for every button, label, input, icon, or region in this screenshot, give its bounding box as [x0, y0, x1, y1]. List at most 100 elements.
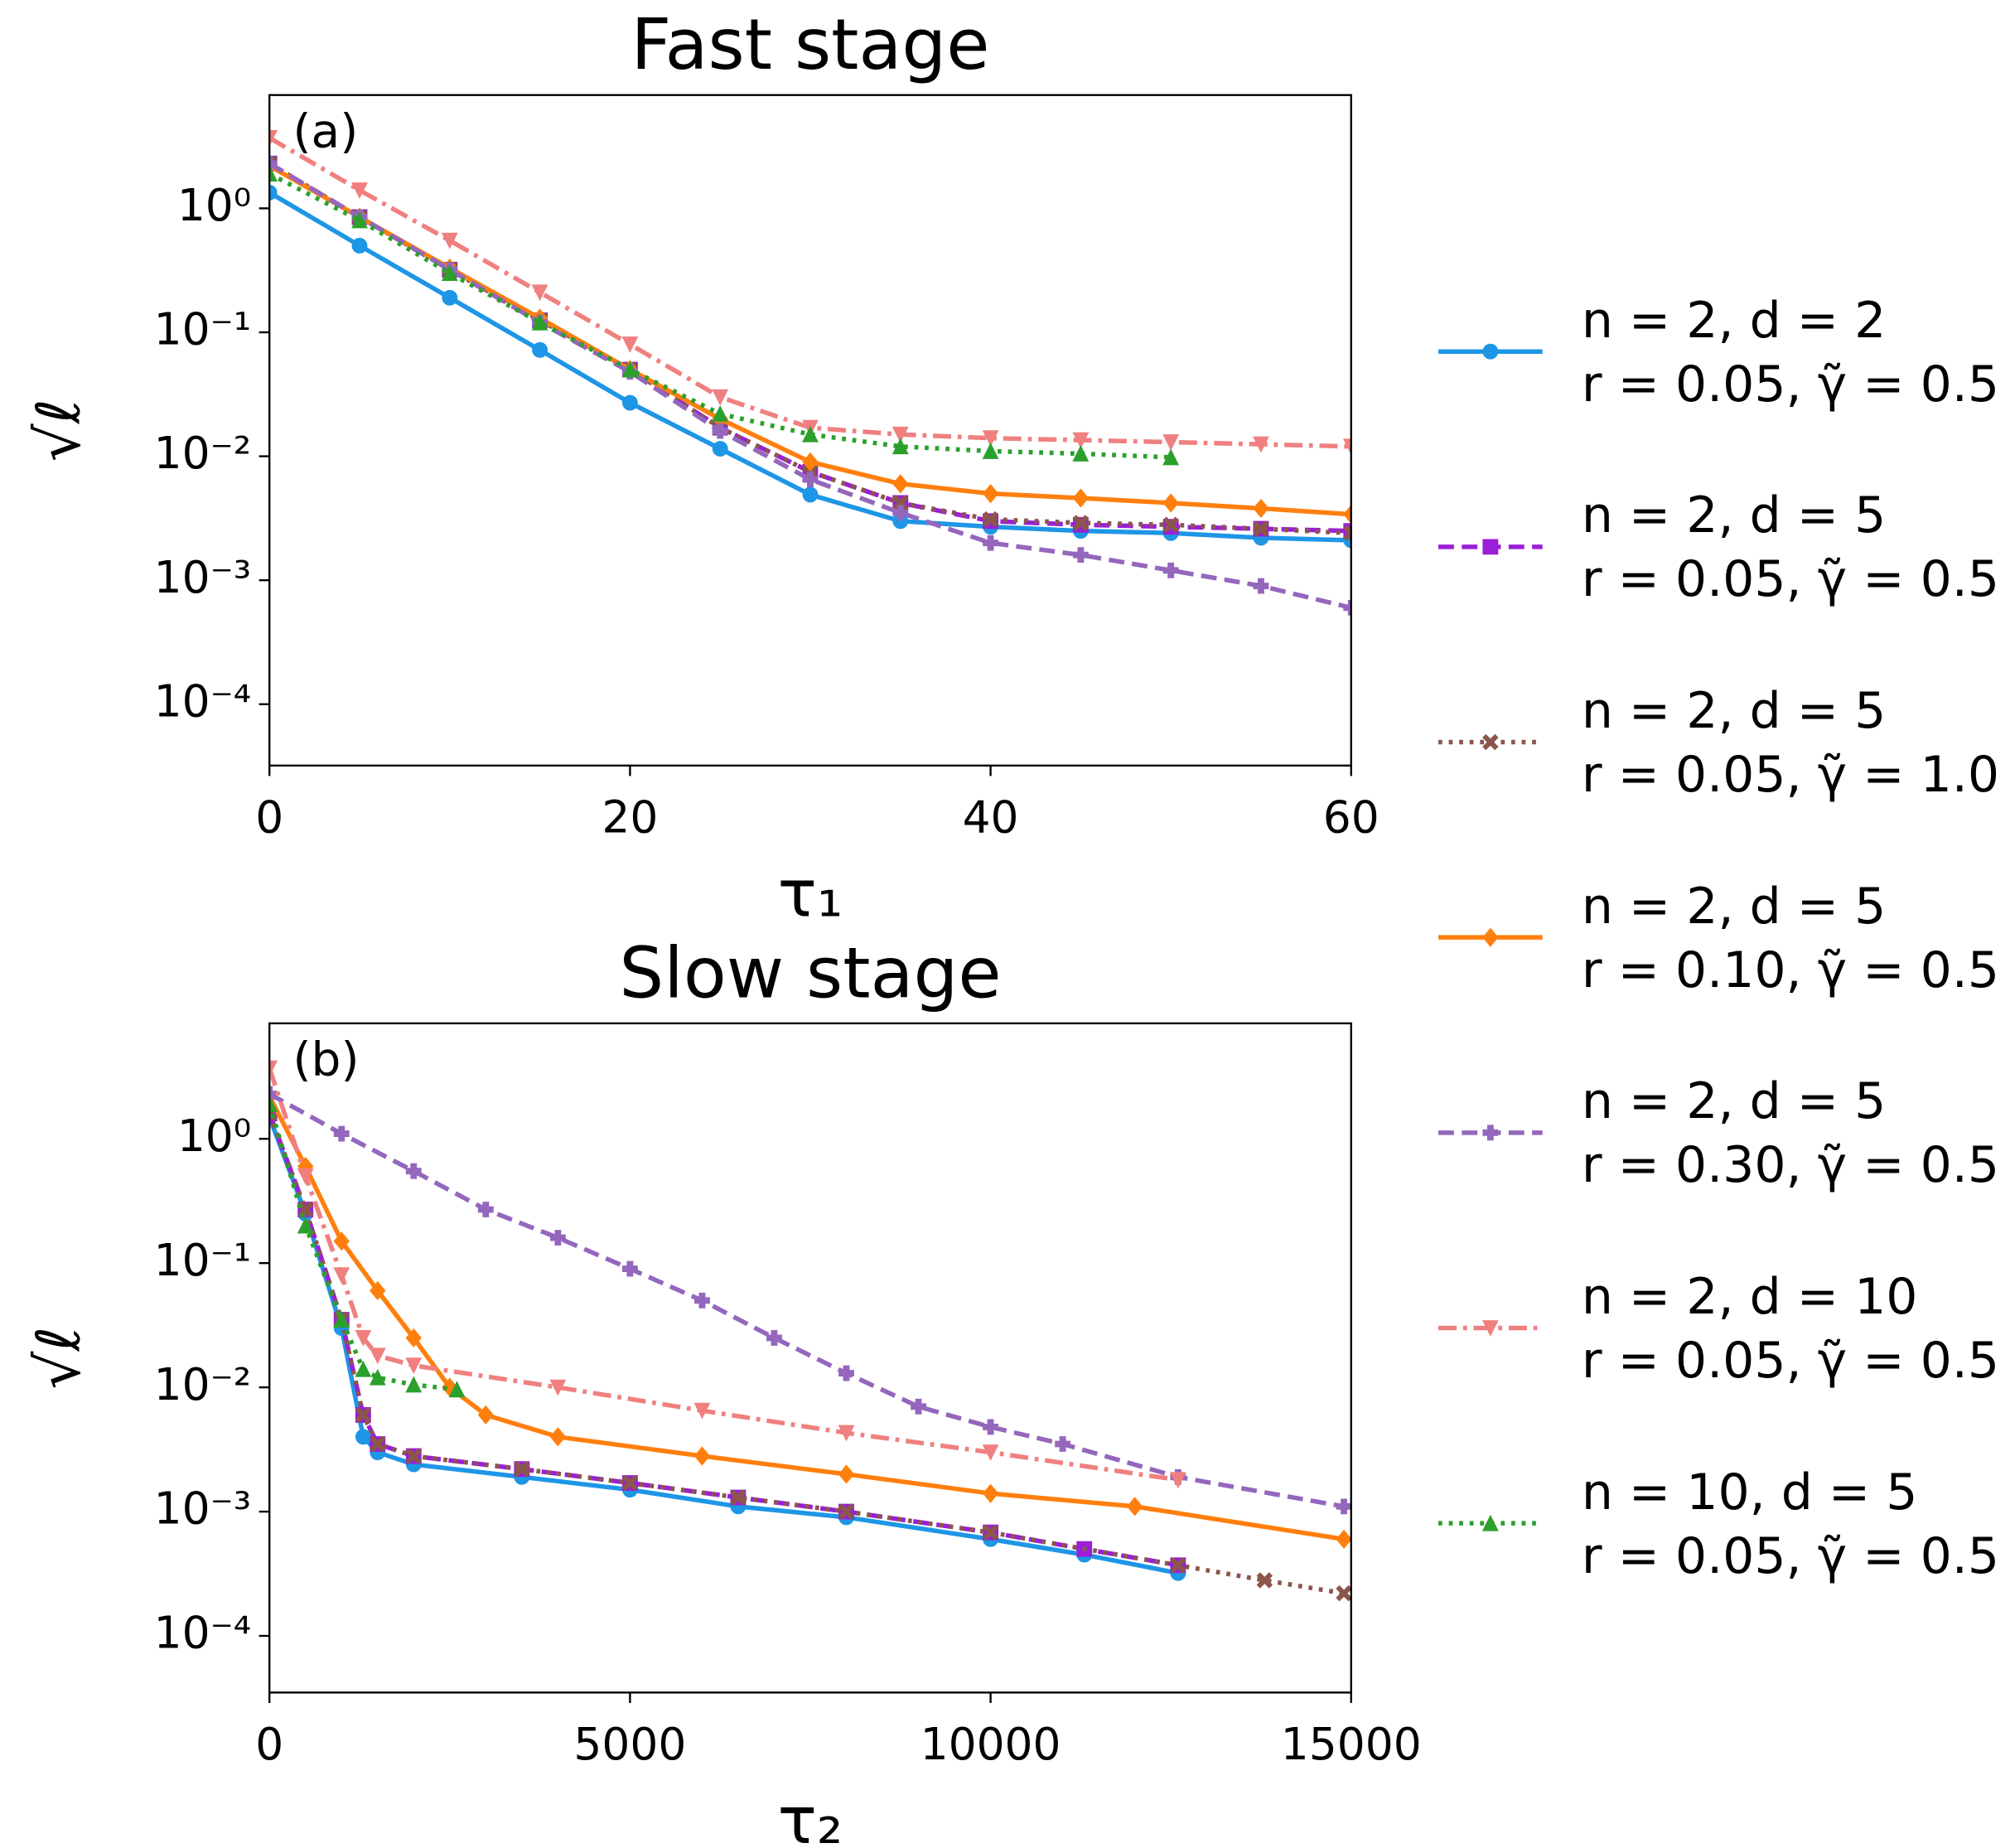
- marker: [1482, 927, 1499, 947]
- marker: [802, 425, 819, 443]
- marker: [694, 1292, 710, 1309]
- marker: [549, 1427, 567, 1447]
- marker: [892, 426, 909, 443]
- marker: [1055, 1436, 1071, 1452]
- marker: [1343, 599, 1351, 616]
- marker: [712, 389, 729, 406]
- marker: [442, 289, 458, 306]
- marker: [369, 1368, 386, 1386]
- marker: [351, 182, 368, 199]
- chart-title: Slow stage: [619, 932, 1001, 1014]
- marker: [982, 1483, 999, 1503]
- marker: [355, 1360, 372, 1377]
- marker: [1336, 1584, 1351, 1602]
- y-tick-label: 10⁰: [177, 1110, 251, 1162]
- marker: [621, 394, 638, 411]
- marker: [892, 505, 909, 521]
- marker: [712, 441, 728, 457]
- marker: [477, 1405, 494, 1425]
- marker: [369, 1347, 386, 1365]
- marker: [355, 1406, 372, 1424]
- y-tick-label: 10⁻³: [154, 1483, 252, 1535]
- marker: [269, 1096, 278, 1112]
- x-tick-label: 20: [602, 791, 658, 843]
- marker: [351, 211, 368, 229]
- marker: [370, 1435, 386, 1453]
- y-tick-label: 10⁰: [177, 179, 251, 231]
- marker: [333, 1267, 350, 1284]
- y-tick-label: 10⁻⁴: [154, 1607, 252, 1659]
- marker: [892, 474, 909, 494]
- marker: [983, 535, 999, 551]
- marker: [892, 495, 909, 511]
- marker: [838, 1425, 855, 1442]
- marker: [802, 486, 819, 503]
- marker: [982, 1444, 999, 1461]
- marker: [269, 129, 278, 147]
- marker: [1481, 1514, 1499, 1531]
- series-line: [269, 1067, 1179, 1483]
- marker: [441, 232, 458, 249]
- series-line: [269, 1112, 1345, 1596]
- marker: [1343, 505, 1351, 525]
- marker: [1072, 547, 1089, 564]
- marker: [405, 1376, 423, 1393]
- marker: [477, 1202, 494, 1217]
- marker: [531, 313, 548, 331]
- series-line: [269, 1115, 1179, 1575]
- marker: [333, 1231, 350, 1251]
- marker: [514, 1460, 530, 1478]
- marker: [1072, 432, 1090, 449]
- marker: [532, 341, 548, 358]
- legend-label: n = 10, d = 5 r = 0.05, γ̃ = 0.5: [1581, 1463, 1999, 1585]
- marker: [982, 430, 999, 447]
- legend-label: n = 2, d = 5 r = 0.10, γ̃ = 0.5: [1581, 877, 1999, 999]
- y-tick-label: 10⁻³: [154, 551, 252, 603]
- marker: [621, 336, 639, 353]
- series-line: [269, 1091, 1345, 1509]
- marker: [712, 404, 729, 422]
- marker: [1482, 1125, 1499, 1141]
- marker: [1482, 539, 1499, 555]
- marker: [766, 1330, 782, 1346]
- legend-label: n = 2, d = 5 r = 0.30, γ̃ = 0.5: [1581, 1072, 1999, 1195]
- marker: [838, 1464, 855, 1484]
- legend-label: n = 2, d = 10 r = 0.05, γ̃ = 0.5: [1581, 1268, 1999, 1391]
- marker: [441, 264, 458, 282]
- marker: [693, 1446, 711, 1466]
- marker: [333, 1311, 350, 1328]
- marker: [1162, 434, 1180, 451]
- marker: [802, 472, 819, 488]
- marker: [982, 510, 999, 528]
- marker: [405, 1448, 423, 1464]
- plot-area: [269, 1060, 1351, 1602]
- marker: [982, 1524, 999, 1541]
- marker: [405, 1357, 423, 1375]
- y-tick-label: 10⁻²: [154, 1358, 252, 1410]
- marker: [1162, 562, 1179, 578]
- x-tick-label: 0: [255, 791, 283, 843]
- marker: [269, 1060, 278, 1077]
- marker: [448, 1381, 466, 1398]
- marker: [1072, 515, 1090, 531]
- marker: [269, 165, 278, 182]
- marker: [621, 1474, 639, 1492]
- marker: [1126, 1497, 1143, 1517]
- marker: [982, 484, 999, 504]
- marker: [297, 1217, 314, 1234]
- marker: [297, 1168, 314, 1185]
- marker: [1256, 1572, 1273, 1589]
- marker: [1170, 1557, 1186, 1574]
- marker: [1482, 733, 1499, 751]
- y-tick-label: 10⁻²: [154, 427, 252, 479]
- marker: [802, 452, 819, 472]
- marker: [911, 1398, 926, 1415]
- chart-title: Fast stage: [631, 4, 990, 86]
- legend-label: n = 2, d = 5 r = 0.05, γ̃ = 1.0: [1581, 682, 1999, 805]
- marker: [351, 238, 368, 254]
- x-tick-label: 0: [255, 1718, 283, 1770]
- marker: [1162, 493, 1179, 513]
- marker: [1253, 498, 1269, 519]
